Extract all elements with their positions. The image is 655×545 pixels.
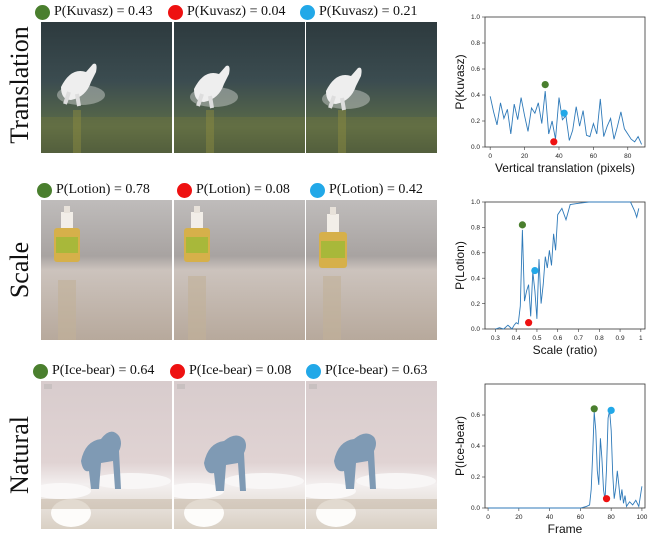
y-tick-label: 0.0 bbox=[471, 144, 480, 151]
caption-scale-3: P(Lotion) = 0.42 bbox=[310, 180, 423, 200]
image-lotion-scaled-3 bbox=[306, 200, 437, 340]
y-axis-label: P(Lotion) bbox=[455, 241, 467, 290]
caption-translation-3: P(Kuvasz) = 0.21 bbox=[300, 2, 418, 22]
caption-natural-2: P(Ice-bear) = 0.08 bbox=[170, 361, 291, 381]
x-tick-label: 20 bbox=[515, 514, 523, 521]
caption-scale-2: P(Lotion) = 0.08 bbox=[177, 180, 290, 200]
red-dot-icon bbox=[170, 363, 185, 379]
marker-green bbox=[541, 81, 549, 89]
chart-scale: 0.3 0.4 0.5 0.6 0.7 0.8 0.9 1 0.0 0.2 0.4 0.6 0.8 1.0… bbox=[453, 190, 655, 360]
x-tick-label: 0.6 bbox=[553, 335, 562, 342]
image-lotion-scaled-2 bbox=[174, 200, 305, 340]
x-axis-label: Scale (ratio) bbox=[533, 343, 598, 357]
x-tick-label: 20 bbox=[521, 153, 529, 160]
marker-cyan bbox=[531, 266, 539, 275]
cyan-dot-icon bbox=[306, 363, 321, 379]
image-dog-translated-3 bbox=[306, 22, 437, 153]
marker-red bbox=[525, 319, 533, 327]
marker-cyan bbox=[607, 406, 615, 414]
image-dog-translated-1 bbox=[41, 22, 172, 153]
x-tick-label: 80 bbox=[608, 514, 616, 521]
caption-translation-1: P(Kuvasz) = 0.43 bbox=[35, 2, 153, 22]
image-dog-translated-2 bbox=[174, 22, 305, 153]
series-line bbox=[489, 91, 643, 145]
x-tick-label: 80 bbox=[624, 153, 632, 160]
image-lotion-scaled-1 bbox=[41, 200, 172, 340]
chart-translation: 0 20 40 60 80 0.0 0.2 0.4 0.6 0.8 1.0 Vertical tran… bbox=[453, 5, 655, 175]
series-line bbox=[488, 410, 643, 509]
cyan-dot-icon bbox=[310, 182, 325, 198]
y-tick-label: 0.2 bbox=[471, 301, 480, 308]
x-tick-label: 0 bbox=[486, 514, 490, 521]
y-tick-label: 0.8 bbox=[471, 225, 480, 232]
x-tick-label: 60 bbox=[577, 514, 585, 521]
y-tick-label: 1.0 bbox=[471, 14, 480, 21]
y-tick-label: 0.2 bbox=[471, 474, 480, 481]
x-tick-label: 0 bbox=[488, 153, 492, 160]
marker-cyan bbox=[560, 109, 568, 117]
x-tick-label: 40 bbox=[555, 153, 563, 160]
y-tick-label: 0.6 bbox=[471, 250, 480, 257]
y-tick-label: 0.0 bbox=[471, 326, 480, 333]
image-polar-bear-1 bbox=[41, 381, 172, 529]
caption-scale-1: P(Lotion) = 0.78 bbox=[37, 180, 150, 200]
x-tick-label: 0.7 bbox=[574, 335, 583, 342]
x-axis-label: Vertical translation (pixels) bbox=[495, 161, 635, 175]
x-tick-label: 0.3 bbox=[491, 335, 500, 342]
x-tick-label: 0.5 bbox=[532, 335, 541, 342]
y-tick-label: 0.4 bbox=[471, 443, 480, 450]
plot-frame bbox=[484, 201, 646, 330]
green-dot-icon bbox=[33, 363, 48, 379]
y-tick-label: 1.0 bbox=[471, 199, 480, 206]
marker-green bbox=[518, 221, 527, 229]
green-dot-icon bbox=[35, 4, 50, 20]
x-tick-label: 100 bbox=[636, 514, 647, 521]
y-axis-label: P(Kuvasz) bbox=[455, 54, 467, 109]
caption-natural-3: P(Ice-bear) = 0.63 bbox=[306, 361, 427, 381]
y-axis-label: P(Ice-bear) bbox=[455, 416, 467, 476]
plot-frame bbox=[484, 16, 646, 148]
y-tick-label: 0.4 bbox=[471, 275, 480, 282]
y-tick-label: 0.8 bbox=[471, 40, 480, 47]
row-label-natural: Natural bbox=[5, 416, 34, 494]
caption-natural-1: P(Ice-bear) = 0.64 bbox=[33, 361, 154, 381]
series-line bbox=[495, 201, 640, 330]
x-tick-label: 0.8 bbox=[595, 335, 604, 342]
row-label-translation: Translation bbox=[5, 26, 34, 144]
image-polar-bear-2 bbox=[174, 381, 305, 529]
y-tick-label: 0.2 bbox=[471, 118, 480, 125]
x-axis-label: Frame bbox=[548, 522, 583, 536]
x-tick-label: 60 bbox=[590, 153, 598, 160]
red-dot-icon bbox=[177, 182, 192, 198]
plot-frame bbox=[484, 383, 646, 509]
marker-red bbox=[602, 495, 611, 503]
green-dot-icon bbox=[37, 182, 52, 198]
y-tick-label: 0.6 bbox=[471, 412, 480, 419]
x-tick-label: 1 bbox=[639, 335, 643, 342]
marker-red bbox=[550, 138, 558, 146]
image-polar-bear-3 bbox=[306, 381, 437, 529]
y-tick-label: 0.0 bbox=[471, 505, 480, 512]
x-tick-label: 0.4 bbox=[512, 335, 521, 342]
marker-green bbox=[590, 405, 598, 413]
row-label-scale: Scale bbox=[5, 241, 34, 299]
y-tick-label: 0.4 bbox=[471, 92, 480, 99]
y-tick-label: 0.6 bbox=[471, 66, 480, 73]
red-dot-icon bbox=[168, 4, 183, 20]
caption-translation-2: P(Kuvasz) = 0.04 bbox=[168, 2, 286, 22]
x-tick-label: 0.9 bbox=[616, 335, 625, 342]
chart-natural: 0 20 40 60 80 100 0.0 0.2 0.4 0.6 Frame P(Ice-bear) bbox=[453, 372, 655, 540]
cyan-dot-icon bbox=[300, 4, 315, 20]
x-tick-label: 40 bbox=[546, 514, 554, 521]
